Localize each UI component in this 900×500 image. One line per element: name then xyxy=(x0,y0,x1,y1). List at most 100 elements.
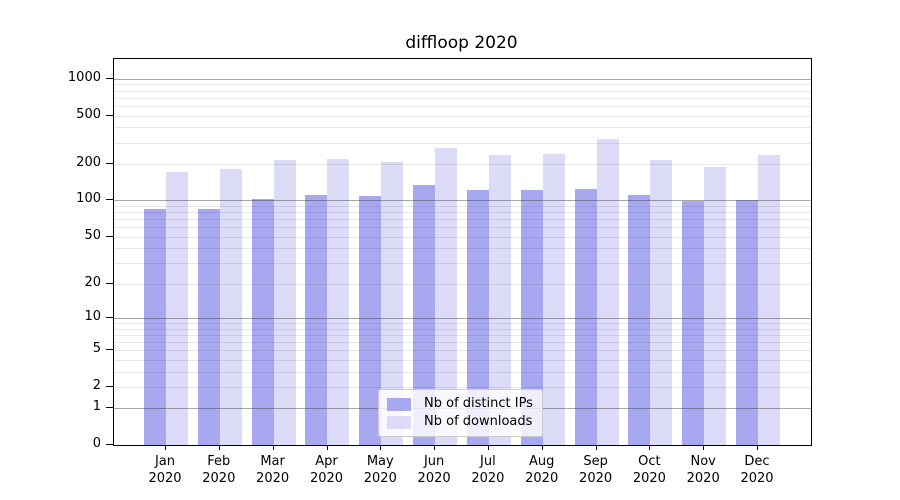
y-axis-tick-label-10: 10 xyxy=(84,308,101,324)
x-axis-tick-oct xyxy=(649,445,651,450)
gridline-major-100 xyxy=(114,200,811,202)
x-axis-tick-label-jun: Jun 2020 xyxy=(417,454,451,486)
bar-distinct-ips-sep xyxy=(574,188,597,445)
gridline-minor-30 xyxy=(114,263,811,264)
bar-downloads-jul xyxy=(488,155,511,445)
bar-distinct-ips-oct xyxy=(628,195,651,445)
gridline-minor-400 xyxy=(114,127,811,129)
x-axis-tick-jun xyxy=(434,445,436,450)
x-axis-tick-may xyxy=(380,445,382,450)
y-axis-tick-1 xyxy=(106,407,113,409)
y-axis-tick-label-2: 2 xyxy=(92,377,101,393)
x-axis-tick-label-jan: Jan 2020 xyxy=(148,454,182,486)
x-axis-tick-sep xyxy=(595,445,597,450)
gridline-minor-9 xyxy=(114,323,811,324)
legend-label-distinct-ips: Nb of distinct IPs xyxy=(424,396,533,411)
gridline-minor-500 xyxy=(114,115,811,117)
x-axis-tick-label-oct: Oct 2020 xyxy=(632,454,666,486)
bar-distinct-ips-jun xyxy=(413,185,436,445)
y-axis-tick-50 xyxy=(106,235,113,237)
x-axis-tick-label-aug: Aug 2020 xyxy=(525,454,559,486)
bar-distinct-ips-jan xyxy=(144,208,166,445)
gridline-minor-90 xyxy=(114,205,811,207)
legend-swatch-downloads xyxy=(387,415,411,429)
bar-distinct-ips-aug xyxy=(520,189,543,445)
x-axis-tick-nov xyxy=(703,445,705,450)
gridline-minor-900 xyxy=(114,84,811,86)
gridline-major-1000 xyxy=(114,78,811,80)
x-axis-tick-mar xyxy=(272,445,274,450)
bar-downloads-sep xyxy=(596,138,619,445)
x-axis-tick-dec xyxy=(757,445,758,450)
bar-distinct-ips-apr xyxy=(305,194,328,445)
x-axis-tick-label-sep: Sep 2020 xyxy=(579,454,613,486)
gridline-minor-600 xyxy=(114,105,811,107)
gridline-minor-60 xyxy=(114,227,811,229)
legend-label-downloads: Nb of downloads xyxy=(424,414,533,429)
legend-row-distinct-ips: Nb of distinct IPs xyxy=(387,395,534,413)
x-axis-tick-jul xyxy=(487,445,489,450)
y-axis-tick-200 xyxy=(106,162,113,164)
gridline-minor-800 xyxy=(114,90,811,92)
y-axis-tick-label-50: 50 xyxy=(84,227,101,243)
bar-distinct-ips-mar xyxy=(251,198,274,445)
bar-downloads-nov xyxy=(704,167,727,445)
x-axis-tick-label-dec: Dec 2020 xyxy=(740,454,774,486)
x-axis-tick-apr xyxy=(326,445,328,450)
gridline-minor-80 xyxy=(114,212,811,214)
gridline-minor-40 xyxy=(114,248,811,250)
y-axis-tick-label-100: 100 xyxy=(76,191,101,207)
gridline-minor-3 xyxy=(114,371,811,373)
x-axis-tick-label-nov: Nov 2020 xyxy=(686,454,720,486)
x-axis-tick-label-mar: Mar 2020 xyxy=(256,454,290,486)
gridline-minor-300 xyxy=(114,142,811,144)
y-axis-tick-0 xyxy=(106,444,113,445)
y-axis-tick-10 xyxy=(106,316,113,318)
plot-area xyxy=(113,58,812,446)
gridline-minor-50 xyxy=(114,236,811,238)
gridline-minor-5 xyxy=(114,350,811,351)
gridline-minor-70 xyxy=(114,219,811,221)
x-axis-tick-label-may: May 2020 xyxy=(363,454,397,486)
gridline-minor-700 xyxy=(114,97,811,99)
legend: Nb of distinct IPs Nb of downloads xyxy=(378,389,543,437)
bar-downloads-jan xyxy=(166,171,188,445)
chart-title: diffloop 2020 xyxy=(405,33,518,53)
gridline-minor-7 xyxy=(114,334,811,336)
x-axis-tick-aug xyxy=(541,445,543,450)
legend-swatch-distinct-ips xyxy=(387,397,411,411)
gridline-minor-4 xyxy=(114,359,811,361)
y-axis-tick-label-1: 1 xyxy=(92,399,101,415)
bar-downloads-aug xyxy=(542,153,565,445)
bar-downloads-feb xyxy=(219,168,242,445)
gridline-minor-20 xyxy=(114,283,811,285)
bar-distinct-ips-feb xyxy=(197,208,220,445)
y-axis-tick-label-0: 0 xyxy=(92,436,101,451)
x-axis-tick-jan xyxy=(165,445,166,450)
y-axis-tick-label-1000: 1000 xyxy=(67,69,101,85)
bar-distinct-ips-jul xyxy=(466,190,489,445)
x-axis-tick-feb xyxy=(218,445,220,450)
bar-downloads-may xyxy=(381,162,404,445)
y-axis-tick-500 xyxy=(106,114,113,116)
y-axis-tick-label-5: 5 xyxy=(92,341,101,356)
y-axis-tick-label-200: 200 xyxy=(76,154,101,170)
bar-downloads-dec xyxy=(758,154,781,445)
gridline-minor-200 xyxy=(114,163,811,165)
y-axis-tick-5 xyxy=(106,349,113,350)
gridline-minor-2 xyxy=(114,386,811,388)
bar-distinct-ips-may xyxy=(359,196,382,445)
y-axis-tick-100 xyxy=(106,199,113,201)
x-axis-tick-label-jul: Jul 2020 xyxy=(471,454,505,486)
bar-distinct-ips-dec xyxy=(736,199,759,445)
y-axis-tick-label-20: 20 xyxy=(84,274,101,290)
bar-downloads-mar xyxy=(273,160,296,445)
bar-distinct-ips-nov xyxy=(682,200,705,445)
y-axis-tick-2 xyxy=(106,385,113,387)
gridline-minor-6 xyxy=(114,341,811,343)
bar-downloads-jun xyxy=(435,148,458,445)
x-axis-tick-label-apr: Apr 2020 xyxy=(309,454,344,486)
y-axis-tick-1000 xyxy=(106,77,113,79)
y-axis-tick-label-500: 500 xyxy=(76,106,101,122)
